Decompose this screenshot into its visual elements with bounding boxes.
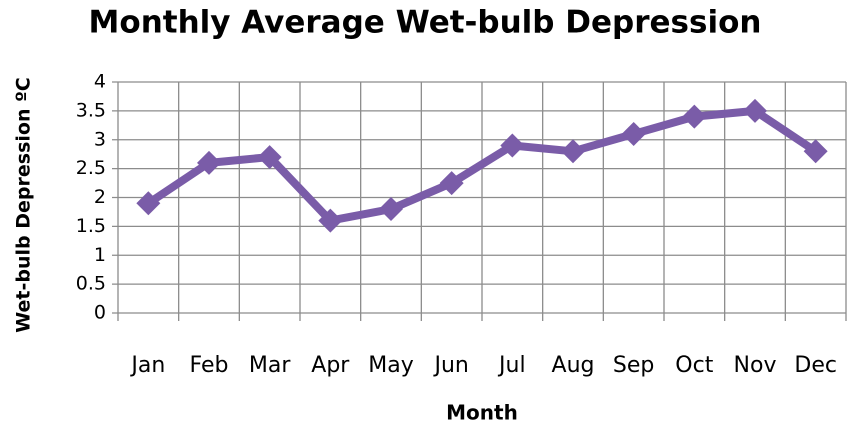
x-tick-label: Aug bbox=[552, 353, 595, 378]
marker bbox=[379, 197, 403, 222]
y-tick-label: 2.5 bbox=[76, 157, 106, 179]
marker bbox=[682, 104, 707, 129]
x-tick-label: Jan bbox=[129, 353, 165, 378]
marker bbox=[197, 150, 221, 175]
x-tick-label: Dec bbox=[794, 353, 837, 378]
marker bbox=[257, 145, 282, 170]
y-tick-label: 4 bbox=[94, 71, 106, 93]
y-tick-label: 1 bbox=[94, 244, 106, 266]
chart-title: Monthly Average Wet-bulb Depression bbox=[89, 5, 762, 41]
x-tick-label: Jul bbox=[497, 353, 526, 378]
x-tick-label: Jun bbox=[432, 353, 468, 378]
marker bbox=[561, 139, 585, 164]
x-tick-label: Mar bbox=[249, 353, 291, 378]
y-tick-label: 3.5 bbox=[76, 99, 106, 121]
marker bbox=[743, 98, 767, 123]
x-tick-label: Nov bbox=[734, 353, 777, 378]
y-tick-label: 0.5 bbox=[76, 273, 106, 295]
x-tick-label: May bbox=[368, 353, 413, 378]
x-tick-label: Oct bbox=[675, 353, 713, 378]
y-tick-label: 1.5 bbox=[76, 215, 106, 237]
y-tick-label: 3 bbox=[94, 128, 106, 150]
marker bbox=[621, 121, 646, 146]
x-tick-label: Feb bbox=[190, 353, 229, 378]
marker bbox=[136, 191, 161, 216]
y-tick-label: 2 bbox=[94, 186, 106, 208]
x-axis-label: Month bbox=[446, 401, 518, 425]
x-tick-label: Apr bbox=[311, 353, 350, 378]
x-tick-label: Sep bbox=[613, 353, 654, 378]
y-tick-label: 0 bbox=[94, 302, 106, 324]
marker bbox=[500, 133, 525, 158]
marker bbox=[318, 208, 343, 233]
y-axis-label: Wet-bulb Depression ºC bbox=[13, 77, 35, 333]
marker bbox=[803, 139, 828, 164]
marker bbox=[439, 171, 464, 196]
